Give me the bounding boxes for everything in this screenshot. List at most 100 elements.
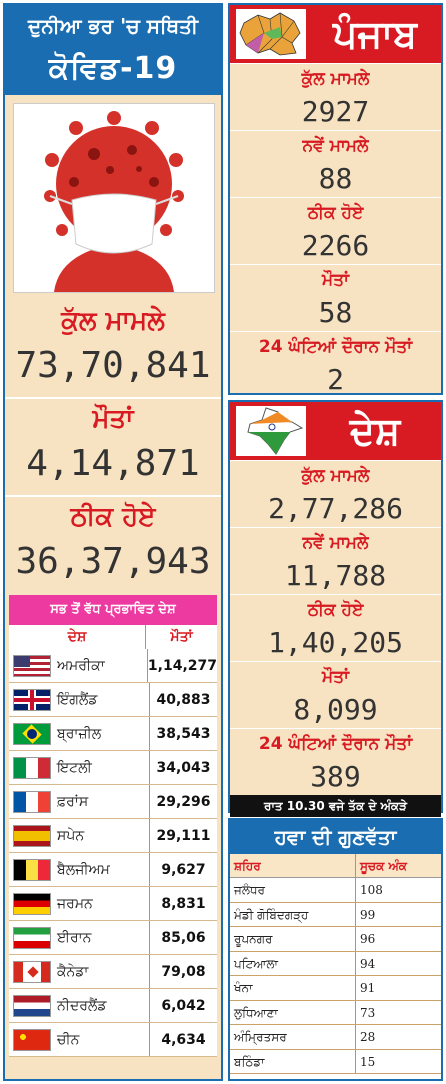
aqi-city: ਲੁਧਿਆਣਾ [230, 1000, 356, 1024]
world-deaths-section: ਮੌਤਾਂ 4,14,871 [5, 397, 221, 489]
aqi-index: 96 [360, 932, 376, 946]
aqi-row: ਜਲੰਧਰ 108 [230, 878, 441, 903]
aqi-city: ਅੰਮ੍ਰਿਤਸਰ [230, 1025, 356, 1049]
aqi-city: ਮੰਡੀ ਗੋਬਿੰਦਗੜ੍ਹ [230, 902, 356, 926]
country-deaths: 29,296 [149, 785, 217, 818]
punjab-stat-block: ਕੁੱਲ ਮਾਮਲੇ 2927 [230, 63, 441, 130]
aqi-row: ਖੰਨਾ 91 [230, 976, 441, 1001]
col-deaths-header: ਮੌਤਾਂ [145, 625, 217, 649]
data-time-note: ਰਾਤ 10.30 ਵਜੇ ਤੱਕ ਦੇ ਅੰਕੜੇ [230, 795, 441, 817]
flag-be-icon [13, 858, 51, 881]
punjab-stat-value: 2 [327, 363, 344, 396]
aqi-city: ਰੂਪਨਗਰ [230, 927, 356, 951]
world-total-section: ਕੁੱਲ ਮਾਮਲੇ 73,70,841 [5, 301, 221, 391]
country-name: ਜਰਮਨ [57, 895, 93, 912]
india-stat-label: ਨਵੇਂ ਮਾਮਲੇ [302, 533, 369, 553]
country-name: ਇਟਲੀ [57, 759, 92, 776]
world-total-label: ਕੁੱਲ ਮਾਮਲੇ [61, 306, 165, 336]
country-name: ਕੈਨੇਡਾ [57, 963, 89, 980]
india-panel: ਦੇਸ਼ ਕੁੱਲ ਮਾਮਲੇ 2,77,286 ਨਵੇਂ ਮਾਮਲੇ 11,788 ਠ… [228, 400, 443, 817]
table-row: ਇੰਗਲੈਂਡ 40,883 [9, 683, 217, 717]
india-stat-block: ਕੁੱਲ ਮਾਮਲੇ 2,77,286 [230, 460, 441, 527]
country-name: ਬ੍ਰਾਜ਼ੀਲ [57, 725, 102, 742]
col-country-header: ਦੇਸ਼ [67, 629, 87, 645]
table-row: ਈਰਾਨ 85,06 [9, 921, 217, 955]
punjab-stat-block: ਠੀਕ ਹੋਏ 2266 [230, 197, 441, 264]
country-name: ਫ਼ਰਾਂਸ [57, 793, 89, 810]
india-stat-label: ਮੌਤਾਂ [322, 667, 349, 687]
table-title: ਸਭ ਤੋਂ ਵੱਧ ਪ੍ਰਭਾਵਿਤ ਦੇਸ਼ [9, 595, 217, 625]
covid-illustration [13, 103, 215, 293]
country-name: ਈਰਾਨ [57, 929, 92, 946]
flag-de-icon [13, 892, 51, 915]
world-total-value: 73,70,841 [15, 345, 211, 386]
table-row: ਇਟਲੀ 34,043 [9, 751, 217, 785]
flag-br-icon [13, 722, 51, 745]
punjab-stat-value: 2927 [301, 95, 370, 128]
country-deaths: 85,06 [149, 921, 217, 954]
country-deaths: 1,14,277 [146, 649, 217, 682]
india-stat-value: 2,77,286 [268, 492, 403, 525]
india-stat-label: 24 ਘੰਟਿਆਂ ਦੌਰਾਨ ਮੌਤਾਂ [258, 734, 413, 754]
country-name: ਨੀਦਰਲੈਂਡ [57, 997, 107, 1014]
india-stat-value: 1,40,205 [268, 626, 403, 659]
table-row: ਬੈਲਜੀਅਮ 9,627 [9, 853, 217, 887]
flag-ir-icon [13, 926, 51, 949]
india-stat-label: ਕੁੱਲ ਮਾਮਲੇ [301, 466, 370, 486]
world-deaths-label: ਮੌਤਾਂ [92, 404, 134, 434]
flag-cn-icon [13, 1028, 51, 1051]
world-title-line1: ਦੁਨੀਆ ਭਰ 'ਚ ਸਥਿਤੀ [5, 5, 221, 47]
punjab-stat-value: 58 [318, 296, 353, 329]
country-deaths: 6,042 [149, 989, 217, 1022]
world-recovered-section: ਠੀਕ ਹੋਏ 36,37,943 [5, 495, 221, 587]
punjab-stat-label: ਠੀਕ ਹੋਏ [307, 203, 364, 223]
table-row: ਚੀਨ 4,634 [9, 1023, 217, 1057]
country-deaths: 34,043 [149, 751, 217, 784]
aqi-row: ਮੰਡੀ ਗੋਬਿੰਦਗੜ੍ਹ 99 [230, 902, 441, 927]
punjab-map-icon [236, 9, 306, 59]
india-stat-block: ਠੀਕ ਹੋਏ 1,40,205 [230, 594, 441, 661]
aqi-title: ਹਵਾ ਦੀ ਗੁਣਵੱਤਾ [230, 820, 441, 854]
country-name: ਬੈਲਜੀਅਮ [57, 861, 110, 878]
india-stat-block: 24 ਘੰਟਿਆਂ ਦੌਰਾਨ ਮੌਤਾਂ 389 [230, 728, 441, 795]
table-row: ਕੈਨੇਡਾ 79,08 [9, 955, 217, 989]
aqi-row: ਰੂਪਨਗਰ 96 [230, 927, 441, 952]
country-name: ਸਪੇਨ [57, 827, 85, 844]
flag-ca-icon [13, 960, 51, 983]
punjab-stat-block: 24 ਘੰਟਿਆਂ ਦੌਰਾਨ ਮੌਤਾਂ 2 [230, 331, 441, 398]
world-panel: ਦੁਨੀਆ ਭਰ 'ਚ ਸਥਿਤੀ ਕੋਵਿਡ-19 ਕੁੱਲ ਮਾਮਲੇ 73… [3, 3, 223, 1081]
flag-fr-icon [13, 790, 51, 813]
country-deaths: 29,111 [149, 819, 217, 852]
table-row: ਸਪੇਨ 29,111 [9, 819, 217, 853]
country-name: ਇੰਗਲੈਂਡ [57, 691, 98, 708]
affected-countries-table: ਸਭ ਤੋਂ ਵੱਧ ਪ੍ਰਭਾਵਿਤ ਦੇਸ਼ ਦੇਸ਼ ਮੌਤਾਂ ਅਮਰੀ… [9, 595, 217, 1057]
country-deaths: 4,634 [149, 1023, 217, 1056]
world-deaths-value: 4,14,871 [26, 443, 200, 484]
table-row: ਜਰਮਨ 8,831 [9, 887, 217, 921]
world-recovered-value: 36,37,943 [15, 541, 211, 582]
punjab-title: ਪੰਜਾਬ [333, 12, 417, 56]
flag-us-icon [13, 654, 51, 677]
punjab-stat-label: ਕੁੱਲ ਮਾਮਲੇ [301, 69, 370, 89]
table-row: ਬ੍ਰਾਜ਼ੀਲ 38,543 [9, 717, 217, 751]
india-stat-value: 389 [310, 760, 361, 793]
aqi-header: ਸ਼ਹਿਰ ਸੂਚਕ ਅੰਕ [230, 854, 441, 878]
india-title: ਦੇਸ਼ [349, 409, 401, 453]
india-header: ਦੇਸ਼ [230, 402, 441, 460]
aqi-index: 15 [360, 1054, 376, 1069]
punjab-header: ਪੰਜਾਬ [230, 5, 441, 63]
punjab-stat-value: 2266 [301, 229, 370, 262]
air-quality-panel: ਹਵਾ ਦੀ ਗੁਣਵੱਤਾ ਸ਼ਹਿਰ ਸੂਚਕ ਅੰਕ ਜਲੰਧਰ 108 ਮੰ… [228, 818, 443, 1081]
punjab-stat-label: ਮੌਤਾਂ [322, 270, 349, 290]
india-stat-value: 8,099 [293, 693, 378, 726]
aqi-row: ਅੰਮ੍ਰਿਤਸਰ 28 [230, 1025, 441, 1050]
flag-nl-icon [13, 994, 51, 1017]
aqi-city: ਬਠਿੰਡਾ [230, 1049, 356, 1073]
aqi-city: ਪਟਿਆਲਾ [230, 951, 356, 975]
table-row: ਫ਼ਰਾਂਸ 29,296 [9, 785, 217, 819]
india-stat-block: ਨਵੇਂ ਮਾਮਲੇ 11,788 [230, 527, 441, 594]
aqi-index: 91 [360, 981, 376, 995]
flag-it-icon [13, 756, 51, 779]
country-deaths: 38,543 [149, 717, 217, 750]
aqi-col-index: ਸੂਚਕ ਅੰਕ [360, 859, 407, 873]
